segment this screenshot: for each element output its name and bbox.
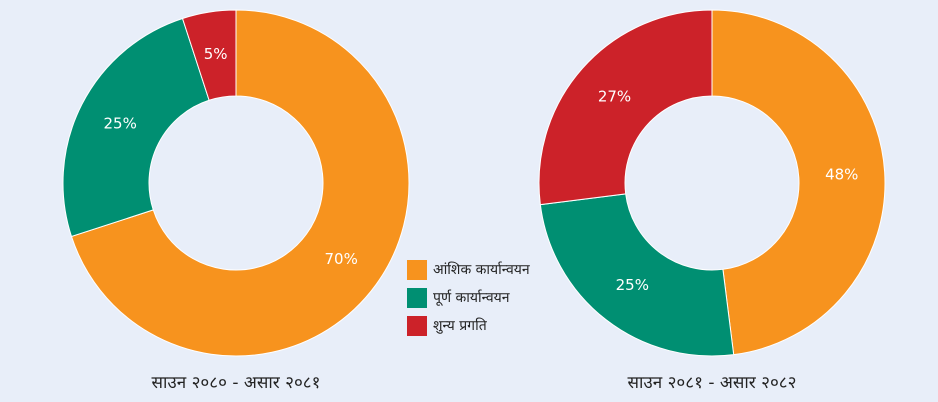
- data-label: 25%: [103, 114, 136, 132]
- data-label: 25%: [616, 276, 649, 294]
- chart-title: साउन २०८१ - असार २०८२: [628, 373, 797, 393]
- legend-swatch: [407, 288, 427, 308]
- legend-swatch: [407, 260, 427, 280]
- chart-title: साउन २०८० - असार २०८१: [152, 373, 321, 393]
- wedge: [711, 9, 886, 356]
- wedge: [62, 17, 210, 238]
- legend-swatch: [407, 316, 427, 336]
- wedge: [539, 193, 735, 357]
- wedge: [70, 9, 410, 357]
- legend-label: शुन्य प्रगति: [433, 317, 488, 334]
- legend-label: आंशिक कार्यान्वयन: [433, 261, 530, 278]
- data-label: 70%: [325, 250, 358, 268]
- legend-label: पूर्ण कार्यान्वयन: [433, 289, 510, 306]
- data-label: 27%: [598, 88, 631, 106]
- data-label: 5%: [204, 45, 228, 63]
- wedge: [538, 9, 713, 206]
- data-label: 48%: [825, 165, 858, 183]
- wedge: [181, 9, 237, 101]
